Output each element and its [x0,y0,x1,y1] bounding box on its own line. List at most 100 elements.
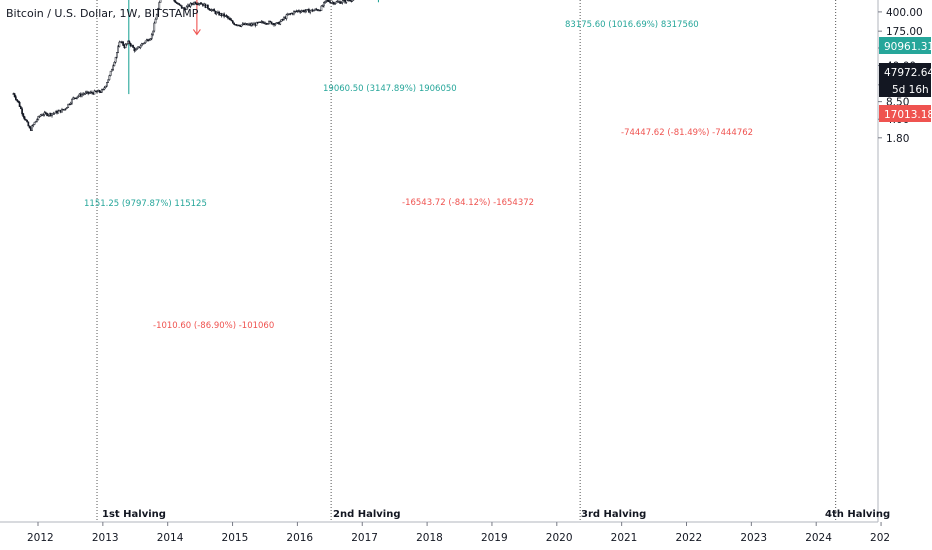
candle-body [125,43,128,45]
candle-body [144,40,147,44]
candle-body [13,93,16,97]
candle-body [83,93,86,95]
candle-body [84,92,87,95]
candle-body [208,8,211,10]
candle-body [28,125,31,129]
candle-body [153,22,156,32]
candle-body [133,47,136,52]
candle-body [44,112,47,114]
candle-body [61,109,63,113]
cycle3-fall-label: -74447.62 (-81.49%) -7444762 [621,128,753,138]
candle-body [94,90,97,92]
axes [0,0,879,523]
year-tick-label: 2022 [676,532,703,544]
year-tick-label: 2024 [805,532,832,544]
candle-body [175,2,178,4]
candle-body [230,19,233,22]
candle-body [324,0,326,3]
candle-body [18,101,21,107]
chart-title: Bitcoin / U.S. Dollar, 1W, BITSTAMP [6,7,199,20]
candle-body [22,113,25,117]
candle-body [157,8,159,16]
candle-body [255,22,258,26]
candle-body [43,112,46,116]
candle-body [57,110,60,114]
candle-body [328,0,330,2]
candle-body [340,2,343,4]
target-high-value: 90961.31 [884,41,932,53]
candle-body [67,103,70,108]
year-tick-label: 2017 [351,532,378,544]
countdown-value: 5d 16h [892,84,929,96]
candle-body [179,4,182,6]
candle-body [173,0,176,2]
target-low-value: 17013.18 [884,109,932,121]
candle-body [304,10,307,13]
candle-body [190,3,193,5]
candle-body [159,0,162,3]
last-price-badge-bg [879,63,931,80]
candle-body [98,90,101,93]
candle-body [268,20,270,24]
candle-body [207,4,209,9]
candle-body [135,47,138,51]
candle-body [298,10,300,12]
candle-body [112,65,114,70]
candle-body [309,10,312,13]
candle-body [31,125,33,131]
candle-body [87,91,90,94]
year-tick-label: 2014 [157,532,184,544]
candle-body [238,24,240,27]
candle-body [102,88,104,91]
target-low-badge: 17013.18 [879,105,932,122]
candle-body [116,52,118,58]
candle-body [69,102,72,105]
year-tick-label: 2023 [740,532,767,544]
candle-body [129,43,132,46]
candle-body [152,30,154,35]
candle-body [21,108,23,114]
target-low-badge-bg [879,105,931,122]
candle-body [213,9,215,12]
candle-body [225,15,228,17]
halving-label-2: 2nd Halving [333,509,401,520]
halving-label-1: 1st Halving [102,509,166,520]
candle-body [270,21,273,25]
candle-body [34,120,37,123]
candle-body [285,14,288,19]
candle-body [46,112,48,116]
candle-body [293,11,295,15]
candle-body [64,108,67,110]
candle-body [42,114,45,116]
candle-body [134,49,137,52]
candle-body [341,0,344,3]
candle-body [32,124,35,126]
candle-body [143,42,146,44]
candle-body [189,3,192,7]
candle-body [334,2,336,5]
candle-body [114,56,117,63]
candle-body [101,89,103,93]
candle-body [300,10,303,13]
cycle2-rise-label: 19060.50 (3147.89%) 1906050 [323,84,457,94]
candle-body [122,41,124,46]
cycle3-rise-label: 83175.60 (1016.69%) 8317560 [565,20,699,30]
candle-body [106,82,108,87]
year-tick-label: 2020 [546,532,573,544]
candle-body [26,120,28,123]
candle-body [183,7,186,10]
year-tick-label: 2016 [286,532,313,544]
candle-body [36,119,38,122]
candle-body [15,96,17,100]
candle-body [148,39,151,42]
candle-body [132,45,134,48]
candle-body [71,98,73,104]
candle-body [280,19,283,22]
candle-body [139,45,142,48]
candle-body [124,44,127,48]
halving-lines [96,0,837,522]
candle-body [47,114,50,116]
countdown-badge-bg [879,80,931,97]
candle-body [345,0,348,3]
